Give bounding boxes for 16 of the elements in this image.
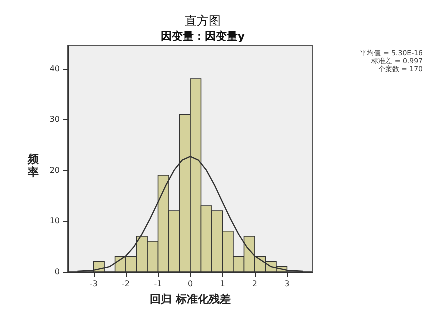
y-tick-label: 20 [50,166,60,175]
x-tick-label: -2 [122,280,130,288]
y-tick-label: 30 [50,115,60,124]
x-tick-label: 0 [188,280,194,288]
x-tick-label: -3 [90,280,98,288]
x-tick-label: 1 [220,280,226,288]
x-axis-title: 回归 标准化残差 [150,293,231,306]
y-tick-label: 40 [50,64,60,74]
x-tick-label: 2 [252,280,258,288]
x-tick-label: -1 [154,280,162,288]
y-axis-title: 频率 [27,153,40,179]
chart-title: 直方图 [185,14,221,28]
y-tick-label: 10 [50,216,60,226]
y-tick-label: 0 [54,268,60,276]
x-tick-label: 3 [284,280,290,288]
chart-subtitle: 因变量：因变量y [160,30,246,43]
